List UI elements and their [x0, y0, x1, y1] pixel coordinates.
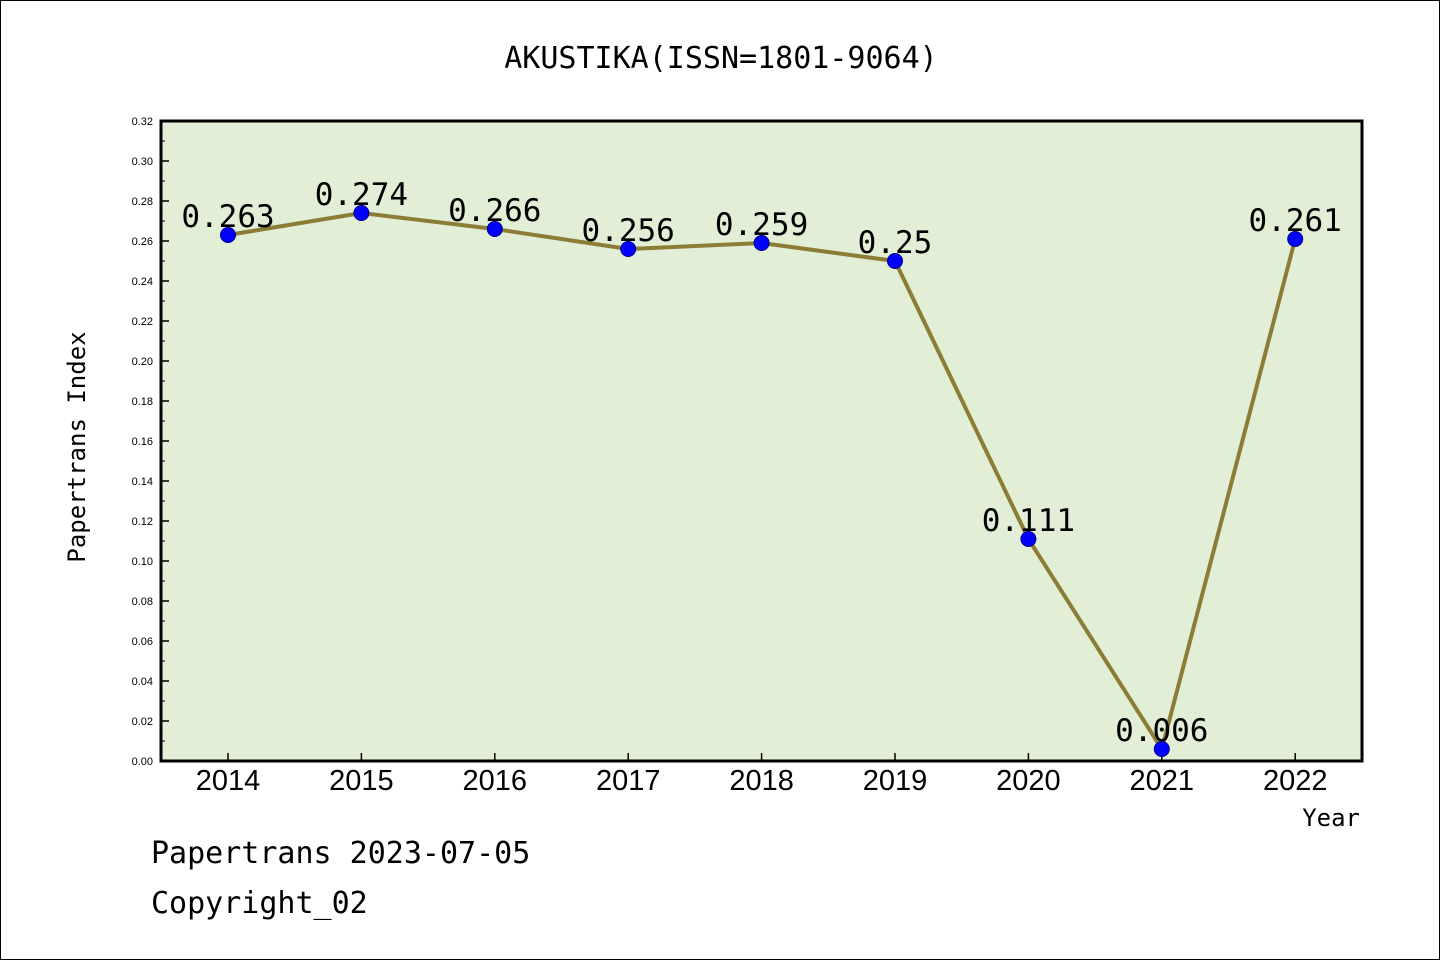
- data-label-2021: 0.006: [1115, 713, 1208, 749]
- y-tick-label: 0.22: [132, 316, 153, 328]
- data-point-2015: [353, 205, 370, 221]
- y-axis: 0.00 0.02 0.04 0.06 0.08 0.10 0.12 0.14 0.16 0.18…: [132, 116, 169, 768]
- data-points: [220, 205, 1304, 757]
- plot-area: [161, 121, 1362, 761]
- y-tick-label: 0.16: [132, 436, 153, 448]
- data-labels: 0.263 0.274 0.266 0.256 0.259 0.25 0.111 0.006 0…: [181, 177, 1342, 749]
- x-tick-label: 2017: [596, 765, 661, 797]
- x-tick-label: 2019: [863, 765, 928, 797]
- footer-date: Papertrans 2023-07-05: [151, 836, 531, 871]
- y-tick-label: 0.30: [132, 156, 153, 168]
- data-point-2022: [1287, 231, 1304, 247]
- y-tick-label: 0.10: [132, 556, 153, 568]
- data-point-2016: [486, 221, 503, 237]
- data-label-2017: 0.256: [582, 213, 675, 249]
- x-tick-label: 2014: [196, 765, 261, 797]
- y-tick-label: 0.04: [132, 676, 153, 688]
- x-axis-label: Year: [1302, 804, 1360, 832]
- data-label-2014: 0.263: [181, 199, 274, 235]
- data-point-2021: [1153, 741, 1170, 757]
- y-axis-label: Papertrans Index: [63, 331, 91, 562]
- x-tick-label: 2021: [1130, 765, 1195, 797]
- y-tick-label: 0.00: [132, 756, 153, 768]
- data-label-2016: 0.266: [448, 193, 541, 229]
- data-point-2020: [1020, 531, 1037, 547]
- y-tick-label: 0.06: [132, 636, 153, 648]
- y-tick-label: 0.28: [132, 196, 153, 208]
- footer-copyright: Copyright_02: [151, 886, 368, 921]
- chart-title: AKUSTIKA(ISSN=1801-9064): [504, 41, 937, 76]
- y-tick-label: 0.14: [132, 476, 153, 488]
- data-point-2018: [753, 235, 770, 251]
- data-point-2014: [220, 227, 236, 243]
- x-tick-label: 2016: [463, 765, 528, 797]
- y-tick-label: 0.02: [132, 716, 153, 728]
- y-tick-label: 0.32: [132, 116, 153, 128]
- x-tick-label: 2015: [329, 765, 394, 797]
- data-point-2019: [887, 253, 903, 269]
- data-label-2020: 0.111: [982, 503, 1075, 539]
- data-label-2019: 0.25: [858, 225, 933, 261]
- plot-border: [159, 119, 1364, 763]
- data-label-2015: 0.274: [315, 177, 408, 213]
- data-label-2022: 0.261: [1249, 203, 1342, 239]
- data-point-2017: [620, 241, 637, 257]
- y-tick-label: 0.26: [132, 236, 153, 248]
- x-tick-label: 2020: [996, 765, 1061, 797]
- y-tick-label: 0.18: [132, 396, 153, 408]
- y-tick-label: 0.24: [132, 276, 153, 288]
- x-tick-label: 2022: [1263, 765, 1328, 797]
- y-tick-label: 0.08: [132, 596, 153, 608]
- x-axis: 2014 2015 2016 2017 2018 2019 2020 2021 2022: [196, 753, 1328, 797]
- x-tick-label: 2018: [729, 765, 794, 797]
- data-label-2018: 0.259: [715, 207, 808, 243]
- y-tick-label: 0.20: [132, 356, 153, 368]
- y-tick-label: 0.12: [132, 516, 153, 528]
